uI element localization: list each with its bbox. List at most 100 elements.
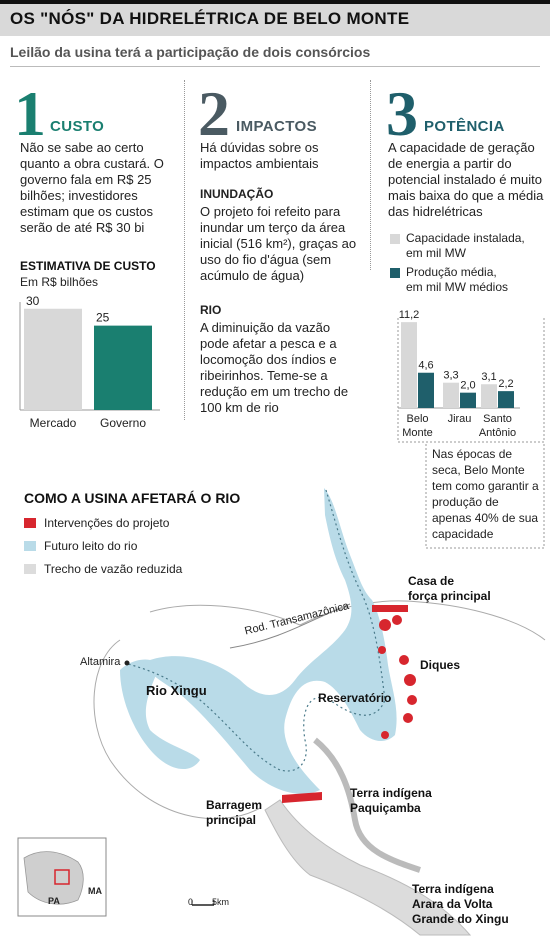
legend-production-line2: em mil MW médios — [406, 280, 509, 294]
power-bar-0-1 — [418, 372, 434, 408]
page-title: OS "NÓS" DA HIDRELÉTRICA DE BELO MONTE — [10, 9, 410, 28]
power-category-label-1-0: Jirau — [448, 413, 472, 425]
label-barragem-line2: principal — [206, 813, 257, 827]
map-legend-interventions: Intervenções do projeto — [44, 516, 170, 530]
map-legend-swatch-reduced — [24, 564, 36, 574]
section-1-text: Não se sabe ao certo quanto a obra custa… — [20, 140, 164, 235]
power-category-label-2-0: Santo — [483, 413, 512, 425]
section-2-text: Há dúvidas sobre os impactos ambientais — [200, 140, 319, 171]
column-divider-2 — [370, 80, 371, 270]
casa-forca-principal-mark — [372, 605, 408, 612]
legend-capacity-line1: Capacidade instalada, — [406, 231, 525, 245]
river-xingu-upper — [120, 659, 200, 770]
label-barragem: Barragem principal — [206, 798, 262, 828]
header-rule — [10, 66, 540, 67]
label-arara-line2: Arara da Volta — [412, 897, 493, 911]
label-paquicamba: Terra indígena Paquiçamba — [350, 786, 432, 816]
map-legend-reduced: Trecho de vazão reduzida — [44, 562, 183, 576]
power-bar-1-0 — [443, 382, 459, 408]
page-subtitle: Leilão da usina terá a participação de d… — [10, 44, 371, 60]
section-1-number: 1 — [14, 78, 46, 149]
cost-chart-title: ESTIMATIVA DE CUSTO — [20, 259, 156, 273]
legend-production: Produção média, em mil MW médios — [406, 265, 508, 295]
reduced-flow-area — [264, 799, 472, 936]
map-terrain-line-west — [93, 639, 261, 820]
label-arara-line1: Terra indígena — [412, 882, 494, 896]
inundacao-heading: INUNDAÇÃO — [200, 187, 274, 201]
annotation-callout-line — [397, 318, 426, 443]
dike-3 — [378, 646, 386, 654]
dike-5 — [404, 674, 416, 686]
label-casa-forca-line2: força principal — [408, 589, 491, 603]
legend-production-line1: Produção média, — [406, 265, 497, 279]
cost-label-governo: Governo — [100, 416, 146, 430]
dike-2 — [392, 615, 402, 625]
section-2-number: 2 — [198, 78, 230, 149]
annotation-box — [425, 441, 545, 549]
power-bar-1-1 — [460, 392, 476, 408]
legend-swatch-production — [390, 268, 400, 278]
inset-label-ma: MA — [88, 886, 102, 896]
power-value-2-1: 2,2 — [498, 378, 513, 390]
map-legend-river: Futuro leito do rio — [44, 539, 138, 553]
label-casa-forca-line1: Casa de — [408, 574, 455, 588]
legend-capacity-line2: em mil MW — [406, 246, 466, 260]
map-legend-swatch-river — [24, 541, 36, 551]
altamira-dot — [124, 660, 130, 666]
power-value-1-1: 2,0 — [460, 380, 475, 392]
power-bar-2-1 — [498, 391, 514, 408]
dike-7 — [403, 713, 413, 723]
section-2-heading: IMPACTOS — [236, 118, 317, 135]
power-category-label-0-1: Monte — [402, 427, 433, 439]
rio-text: A diminuição da vazão pode afetar a pesc… — [200, 320, 349, 415]
power-value-2-0: 3,1 — [481, 371, 496, 383]
dike-4 — [399, 655, 409, 665]
label-casa-forca: Casa de força principal — [408, 574, 491, 604]
inundacao-text: O projeto foi refeito para inundar um te… — [200, 204, 357, 283]
cost-label-mercado: Mercado — [30, 416, 77, 430]
inset-label-pa: PA — [48, 896, 60, 906]
transamazonica-road — [229, 603, 351, 649]
cost-bar-governo — [94, 325, 152, 410]
label-barragem-line1: Barragem — [206, 798, 263, 812]
label-arara: Terra indígena Arara da Volta Grande do … — [412, 882, 509, 927]
scale-label-zero: 0 — [188, 897, 194, 907]
power-category-label-2-1: Antônio — [479, 427, 516, 439]
column-divider-1 — [184, 80, 185, 420]
reduced-flow-channel — [313, 737, 421, 873]
cost-value-mercado: 30 — [26, 294, 40, 308]
label-rio-xingu: Rio Xingu — [146, 683, 207, 698]
power-value-1-0: 3,3 — [443, 370, 458, 382]
cost-value-governo: 25 — [96, 311, 110, 325]
label-paquicamba-line1: Terra indígena — [350, 786, 432, 800]
section-1-heading: CUSTO — [50, 118, 105, 135]
power-bar-2-0 — [481, 384, 497, 408]
label-reservatorio: Reservatório — [318, 691, 392, 705]
legend-swatch-capacity — [390, 234, 400, 244]
power-bar-0-0 — [401, 322, 417, 408]
power-annotation: Nas épocas de seca, Belo Monte tem como … — [432, 447, 539, 541]
label-diques: Diques — [420, 658, 461, 672]
cost-chart-subtitle: Em R$ bilhões — [20, 275, 99, 289]
rio-heading: RIO — [200, 303, 222, 317]
label-altamira: Altamira — [80, 656, 121, 668]
future-river-bed — [146, 488, 397, 794]
scale-label-km: 5km — [212, 897, 230, 907]
section-3-heading: POTÊNCIA — [424, 118, 505, 135]
power-category-label-0-0: Belo — [406, 413, 428, 425]
dike-8 — [381, 731, 389, 739]
label-arara-line3: Grande do Xingu — [412, 912, 509, 926]
inset-location-box — [54, 869, 70, 885]
label-paquicamba-line2: Paquiçamba — [350, 801, 421, 815]
legend-capacity: Capacidade instalada, em mil MW — [406, 231, 525, 261]
power-value-0-0: 11,2 — [399, 309, 420, 321]
section-3-text: A capacidade de geração de energia a par… — [388, 140, 544, 219]
title-bar — [0, 0, 550, 36]
inset-state-pa — [23, 851, 84, 905]
dike-6 — [407, 695, 417, 705]
future-river-line — [127, 489, 386, 772]
map-title: COMO A USINA AFETARÁ O RIO — [24, 490, 241, 506]
